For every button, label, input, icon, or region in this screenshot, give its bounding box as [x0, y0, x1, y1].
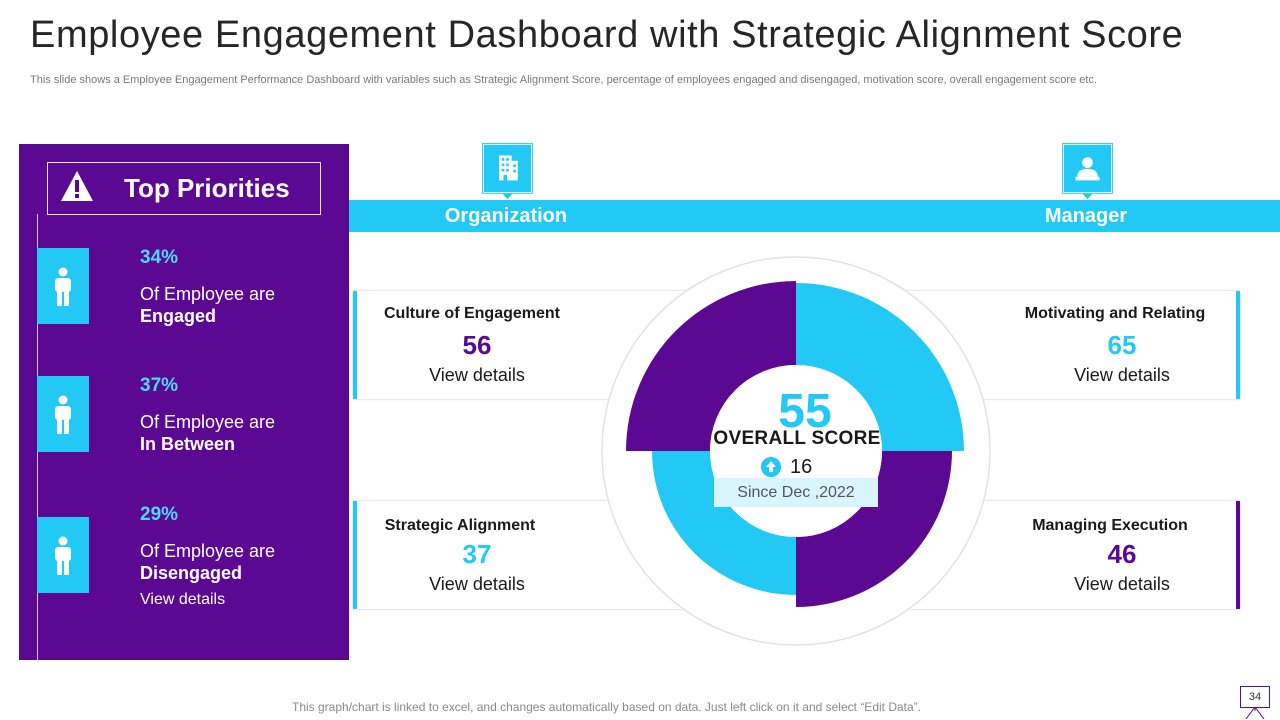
in-between-percent: 37%	[140, 375, 179, 396]
managing-title: Managing Execution	[1032, 517, 1188, 534]
building-icon	[482, 143, 533, 200]
person-icon	[55, 267, 71, 306]
page-subtitle: This slide shows a Employee Engagement P…	[30, 74, 1097, 86]
since-date-badge: Since Dec ,2022	[714, 478, 878, 507]
motivating-title: Motivating and Relating	[1024, 305, 1206, 322]
engaged-category: Engaged	[140, 306, 217, 326]
disengaged-label: Of Employee are	[140, 541, 276, 561]
motivating-value: 65	[1107, 330, 1137, 360]
manager-icon	[1062, 143, 1113, 200]
culture-value: 56	[462, 330, 492, 360]
warning-icon	[61, 171, 93, 201]
person-icon-box	[37, 248, 89, 324]
page-number: 34	[1240, 686, 1270, 708]
strategic-value: 37	[462, 539, 492, 569]
footer-note: This graph/chart is linked to excel, and…	[292, 700, 921, 714]
priorities-view-details-link[interactable]: View details	[140, 591, 226, 608]
engaged-percent: 34%	[140, 247, 179, 268]
top-priorities-header	[47, 162, 321, 215]
culture-title: Culture of Engagement	[383, 305, 560, 322]
strategic-title: Strategic Alignment	[384, 517, 536, 534]
overall-score-value: 55	[778, 385, 832, 438]
disengaged-category: Disengaged	[140, 563, 243, 583]
overall-score-label: OVERALL SCORE	[713, 428, 881, 449]
person-icon	[55, 395, 71, 434]
tab-manager[interactable]: Manager	[1044, 205, 1128, 227]
person-icon-box	[37, 376, 89, 452]
person-icon	[55, 536, 71, 575]
in-between-label: Of Employee are	[140, 412, 276, 432]
person-icon-box	[37, 517, 89, 593]
overall-score-donut	[601, 256, 991, 646]
managing-view-details-link[interactable]: View details	[1074, 574, 1170, 594]
arrow-up-icon	[761, 457, 781, 477]
motivating-view-details-link[interactable]: View details	[1074, 365, 1170, 385]
culture-view-details-link[interactable]: View details	[429, 365, 525, 385]
top-priorities-title: Top Priorities	[124, 173, 290, 203]
tab-organization[interactable]: Organization	[444, 205, 568, 227]
page-title: Employee Engagement Dashboard with Strat…	[30, 14, 1184, 56]
category-banner	[349, 200, 1280, 232]
presentation-board-icon	[1245, 707, 1265, 719]
disengaged-percent: 29%	[140, 504, 179, 525]
score-delta: 16	[790, 456, 813, 478]
strategic-view-details-link[interactable]: View details	[429, 574, 525, 594]
managing-value: 46	[1107, 539, 1137, 569]
in-between-category: In Between	[140, 434, 236, 454]
engaged-label: Of Employee are	[140, 284, 276, 304]
